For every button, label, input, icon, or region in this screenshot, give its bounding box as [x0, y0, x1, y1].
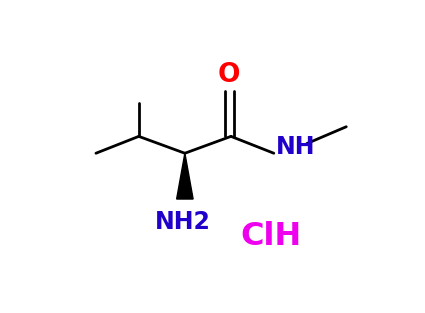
Text: ClH: ClH — [240, 221, 301, 252]
Text: NH2: NH2 — [155, 210, 211, 234]
Text: O: O — [218, 62, 241, 88]
Polygon shape — [177, 153, 193, 199]
Text: NH: NH — [275, 135, 315, 159]
